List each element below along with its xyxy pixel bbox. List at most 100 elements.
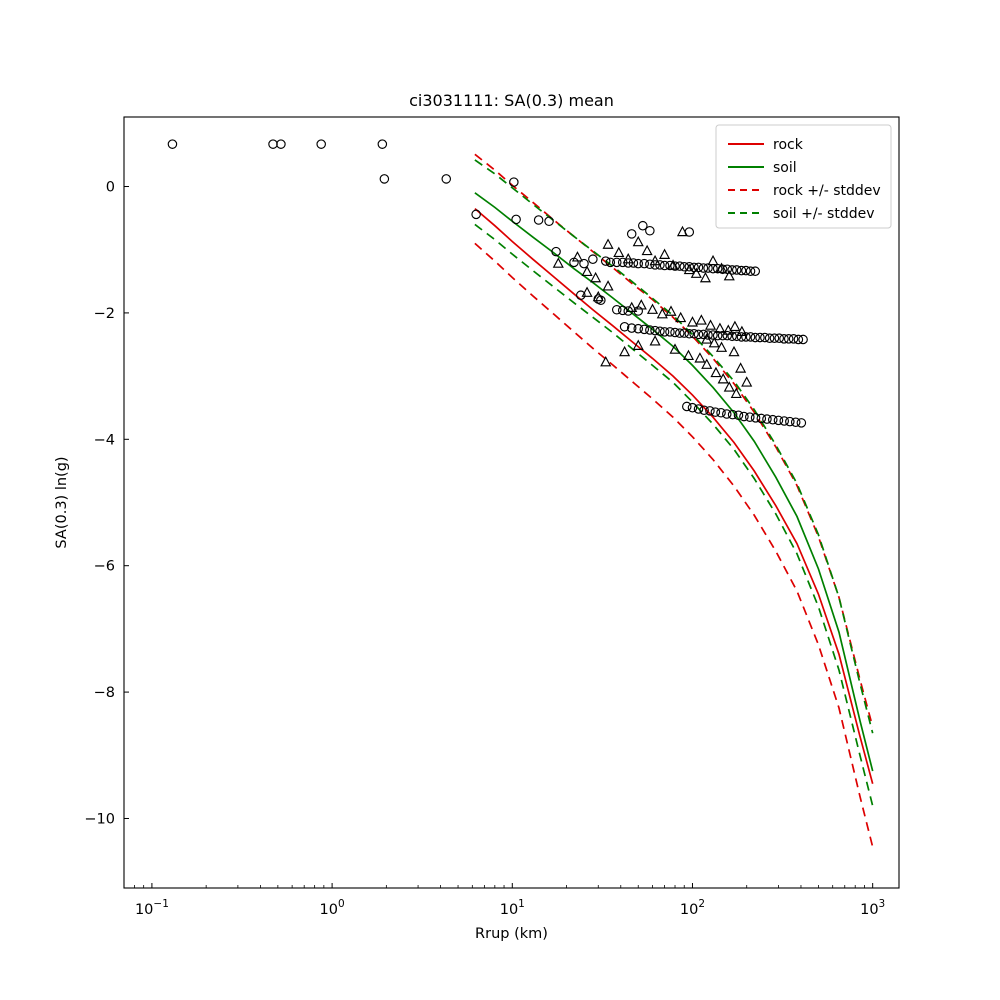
y-axis-title: SA(0.3) ln(g) [54, 456, 70, 548]
data-point-circle [756, 413, 767, 424]
y-tick-label: 0 [106, 180, 115, 196]
data-point-triangle [581, 286, 593, 297]
data-point-triangle [626, 301, 638, 313]
data-point-circle [764, 333, 775, 343]
data-point-circle [699, 405, 709, 416]
curve-soil [474, 192, 874, 772]
axes-frame [123, 116, 900, 889]
data-point-circle [626, 323, 637, 333]
label-layer: 10−1 100 101 102 103 0 −2 −4 −6 −8 −10 Rrup (km) SA(… [54, 91, 885, 942]
data-point-circle [579, 258, 589, 269]
data-point-circle [276, 139, 286, 149]
legend-box[interactable] [715, 124, 892, 229]
data-point-circle [716, 407, 726, 418]
y-tick-label: −4 [94, 432, 115, 448]
data-point-triangle [665, 305, 677, 316]
data-point-circle [750, 332, 761, 343]
data-point-circle [779, 334, 789, 344]
x-tick-label: 101 [500, 898, 525, 918]
curve-rock-stddev [474, 153, 874, 728]
data-point-triangle [682, 349, 695, 361]
data-point-triangle [699, 271, 711, 283]
data-point-circle [544, 216, 554, 227]
data-point-circle [783, 334, 794, 344]
data-point-circle [665, 327, 675, 337]
data-point-circle [708, 330, 718, 340]
data-point-triangle [736, 325, 748, 337]
data-point-triangle [646, 303, 659, 314]
data-point-triangle [730, 387, 742, 398]
data-point-circle [767, 414, 778, 425]
x-tick-label: 10−1 [135, 898, 169, 918]
data-point-circle [605, 257, 616, 268]
data-point-circle [689, 262, 699, 273]
data-point-triangle [619, 345, 631, 357]
curve-rock-stddev [474, 242, 874, 848]
data-point-circle [167, 139, 178, 149]
data-point-circle [774, 333, 785, 343]
data-point-circle [665, 260, 675, 271]
data-point-triangle [592, 290, 604, 302]
data-point-triangle [723, 381, 735, 392]
data-point-triangle [695, 314, 707, 325]
data-point-circle [576, 290, 586, 300]
data-point-circle [611, 257, 622, 268]
data-point-circle [533, 215, 544, 225]
data-point-triangle [708, 337, 720, 348]
data-point-circle [626, 229, 637, 239]
plot-title: ci3031111: SA(0.3) mean [409, 91, 614, 110]
data-point-triangle [683, 263, 695, 275]
data-point-circle [551, 246, 561, 257]
data-point-triangle [635, 299, 647, 310]
data-point-circle [268, 139, 278, 149]
data-point-circle [762, 414, 772, 424]
data-point-triangle [701, 333, 713, 344]
data-point-circle [509, 177, 519, 187]
data-point-circle [793, 334, 804, 345]
data-point-circle [705, 406, 715, 416]
data-point-circle [670, 327, 680, 338]
data-point-circle [722, 330, 733, 341]
data-point-circle [655, 326, 665, 337]
data-point-triangle [590, 271, 602, 283]
axes-frame-rect [123, 116, 900, 889]
data-point-circle [611, 304, 622, 315]
data-point-circle [633, 323, 644, 334]
data-point-circle [698, 263, 709, 273]
legend-entry-soil-label: soil [773, 160, 797, 176]
data-point-circle [741, 332, 751, 342]
legend-entry-soil-stddev-label: soil +/- stddev [773, 206, 875, 222]
data-point-triangle [717, 373, 729, 384]
data-point-circle [736, 265, 747, 276]
data-point-triangle [707, 254, 719, 266]
legend-entry-rock-label: rock [773, 137, 804, 153]
data-point-circle [773, 415, 784, 426]
data-point-triangle [602, 238, 614, 249]
data-point-triangle [649, 335, 661, 346]
data-point-triangle [667, 259, 679, 270]
data-point-circle [645, 225, 655, 236]
data-point-circle [639, 258, 650, 269]
curve-rock [474, 207, 874, 784]
data-point-circle [693, 329, 704, 340]
data-point-circle [659, 327, 670, 337]
data-point-triangle [705, 319, 717, 330]
data-point-circle [712, 330, 723, 341]
data-point-circle [645, 325, 655, 335]
y-tick-label: −6 [94, 559, 115, 575]
data-point-circle [717, 330, 728, 341]
data-point-circle [650, 325, 660, 336]
data-point-triangle [741, 376, 753, 387]
data-point-circle [796, 418, 807, 428]
data-point-triangle [686, 316, 699, 327]
data-point-circle [588, 254, 598, 264]
data-point-circle [798, 334, 808, 345]
data-point-circle [722, 409, 732, 419]
data-point-triangle [729, 320, 741, 331]
data-point-triangle [676, 225, 689, 237]
data-point-circle [769, 333, 780, 343]
data-point-circle [790, 417, 801, 428]
data-point-circle [684, 328, 695, 339]
legend-layer[interactable]: rock soil rock +/- stddev soil +/- stddev [715, 124, 892, 229]
data-point-triangle [714, 322, 726, 333]
